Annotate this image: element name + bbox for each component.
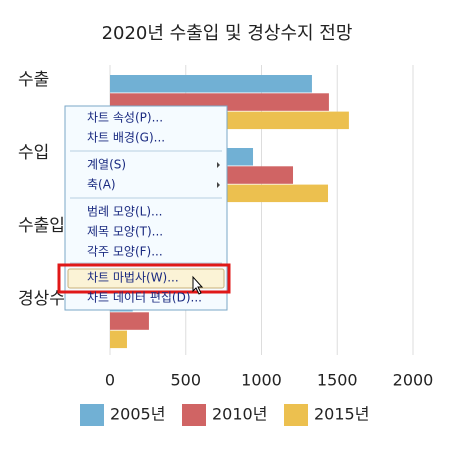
- legend-label: 2005년: [110, 405, 165, 424]
- bar: [110, 330, 127, 349]
- menu-item[interactable]: 차트 데이터 편집(D)...: [87, 291, 202, 305]
- cursor: [192, 275, 204, 295]
- menu-item[interactable]: 계열(S): [87, 158, 126, 172]
- menu-item[interactable]: 차트 속성(P)...: [87, 111, 163, 125]
- bar: [110, 312, 149, 330]
- menu-item[interactable]: 축(A): [87, 178, 116, 192]
- bar: [110, 75, 312, 93]
- menu-highlight: [67, 268, 225, 289]
- submenu-arrow: [217, 182, 220, 188]
- y-tick-label: 수출입: [18, 216, 65, 236]
- x-tick-label: 1500: [317, 371, 358, 390]
- chart-title: 2020년 수출입 및 경상수지 전망: [102, 23, 353, 44]
- legend-swatch: [182, 404, 206, 426]
- x-tick-label: 1000: [241, 371, 282, 390]
- submenu-arrow: [217, 162, 220, 168]
- context-menu: 차트 속성(P)... 차트 배경(G)... 계열(S) 축(A) 범례 모양(L).…: [57, 105, 231, 311]
- menu-item[interactable]: 차트 마법사(W)...: [87, 271, 179, 285]
- legend-label: 2010년: [212, 405, 267, 424]
- highlight-outline: [57, 263, 231, 294]
- legend-label: 2015년: [314, 405, 369, 424]
- menu-item[interactable]: 각주 모양(F)...: [87, 245, 163, 259]
- x-tick-label: 500: [170, 371, 201, 390]
- legend-swatch: [284, 404, 308, 426]
- menu-item[interactable]: 범례 모양(L)...: [87, 205, 162, 219]
- y-tick-label: 수출: [18, 70, 49, 90]
- menu-item[interactable]: 차트 배경(G)...: [87, 131, 165, 145]
- y-tick-label: 수입: [18, 143, 49, 163]
- x-tick-label: 2000: [393, 371, 434, 390]
- menu-item[interactable]: 제목 모양(T)...: [87, 225, 163, 239]
- x-tick-label: 0: [105, 371, 115, 390]
- legend-swatch: [80, 404, 104, 426]
